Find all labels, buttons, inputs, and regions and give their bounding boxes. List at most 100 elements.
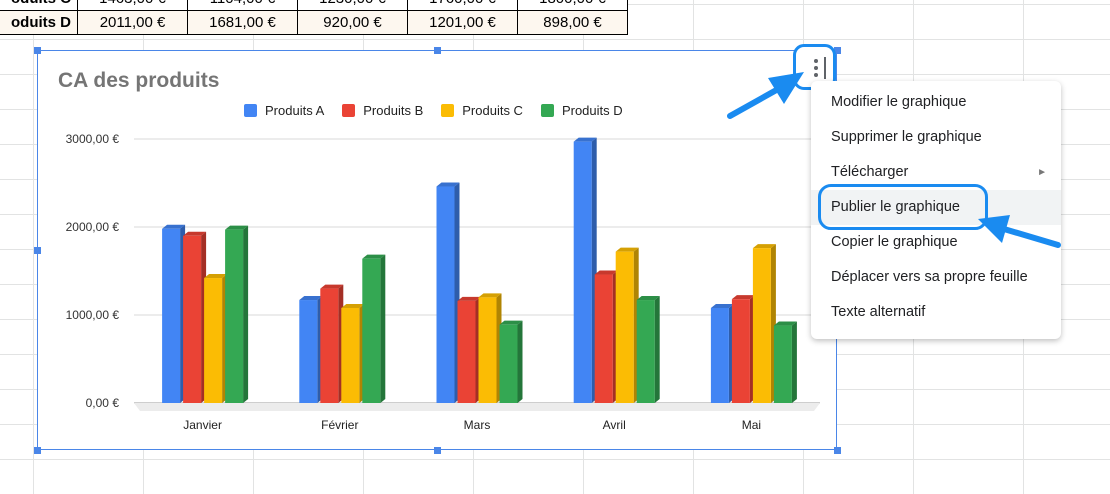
table-row: oduits C 1463,00 € 1104,00 € 1230,00 € 1… — [0, 0, 628, 11]
resize-handle-top[interactable] — [434, 47, 441, 54]
bar — [773, 325, 792, 403]
bar-top — [573, 137, 597, 142]
cell[interactable]: 1800,00 € — [517, 0, 628, 11]
bar — [320, 288, 339, 403]
more-vert-icon — [814, 59, 818, 63]
x-tick-label: Avril — [603, 418, 626, 432]
submenu-arrow-icon: ► — [1037, 167, 1047, 178]
bar-side — [654, 296, 660, 403]
data-table: oduits C 1463,00 € 1104,00 € 1230,00 € 1… — [0, 0, 628, 35]
bar-top — [436, 182, 460, 187]
bar — [299, 300, 318, 403]
bar-top — [299, 296, 323, 301]
bar-top — [731, 295, 755, 300]
resize-handle-top-left[interactable] — [34, 47, 41, 54]
menu-item-label: Déplacer vers sa propre feuille — [831, 269, 1028, 285]
bar — [225, 229, 244, 403]
bar — [710, 307, 729, 403]
menu-item-publish-chart[interactable]: Publier le graphique — [811, 190, 1061, 225]
menu-item-copy-chart[interactable]: Copier le graphique — [811, 225, 1061, 260]
legend-item: Produits A — [244, 103, 324, 118]
bar — [436, 186, 455, 403]
resize-handle-bottom-left[interactable] — [34, 447, 41, 454]
cursor-bar — [824, 57, 826, 79]
legend-label: Produits C — [462, 103, 523, 118]
bar — [204, 278, 223, 403]
menu-item-alt-text[interactable]: Texte alternatif — [811, 295, 1061, 330]
menu-item-label: Modifier le graphique — [831, 94, 967, 110]
resize-handle-top-right[interactable] — [834, 47, 841, 54]
cell[interactable]: 1201,00 € — [407, 10, 518, 35]
chart-context-menu: Modifier le graphique Supprimer le graph… — [811, 81, 1061, 339]
cell[interactable]: 920,00 € — [297, 10, 408, 35]
menu-item-edit-chart[interactable]: Modifier le graphique — [811, 85, 1061, 120]
bar — [478, 297, 497, 403]
arrow-pointer-icon — [978, 215, 1061, 248]
legend-label: Produits A — [265, 103, 325, 118]
menu-item-download[interactable]: Télécharger ► — [811, 155, 1061, 190]
legend-item: Produits B — [342, 103, 423, 118]
legend-item: Produits C — [441, 103, 523, 118]
y-tick-label: 0,00 € — [86, 396, 120, 410]
bar — [573, 141, 592, 403]
menu-item-move-to-own-sheet[interactable]: Déplacer vers sa propre feuille — [811, 260, 1061, 295]
cell[interactable]: 1230,00 € — [297, 0, 408, 11]
y-tick-label: 2000,00 € — [66, 220, 120, 234]
cell[interactable]: 1760,00 € — [407, 0, 518, 11]
chart-legend: Produits A Produits B Produits C Produits D — [244, 103, 623, 118]
bar-top — [499, 320, 523, 325]
x-tick-label: Mars — [464, 418, 491, 432]
legend-swatch — [244, 104, 257, 117]
chart-object[interactable]: 0,00 € 1000,00 € 2000,00 € 3000,00 € Janvier… — [37, 50, 837, 450]
legend-label: Produits D — [561, 103, 623, 118]
table-row: oduits D 2011,00 € 1681,00 € 920,00 € 12… — [0, 10, 628, 35]
cell[interactable]: 1681,00 € — [187, 10, 298, 35]
bar — [594, 274, 613, 403]
highlight-ring — [818, 184, 988, 230]
bar-side — [791, 321, 797, 403]
bar — [341, 307, 360, 403]
y-tick-label: 3000,00 € — [66, 132, 120, 146]
bar — [731, 299, 750, 403]
bar-top — [594, 270, 618, 275]
bar-top — [225, 225, 249, 230]
chart-floor — [134, 403, 820, 411]
bar-side — [380, 254, 386, 403]
more-vert-icon-dot — [814, 73, 818, 77]
legend-item: Produits D — [540, 103, 623, 118]
bar — [615, 251, 634, 403]
bar-top — [478, 293, 502, 298]
menu-item-delete-chart[interactable]: Supprimer le graphique — [811, 120, 1061, 155]
bar — [183, 235, 202, 403]
resize-handle-bottom-right[interactable] — [834, 447, 841, 454]
cell[interactable]: 1463,00 € — [77, 0, 188, 11]
bar-top — [710, 303, 734, 308]
x-tick-label: Mai — [742, 418, 761, 432]
menu-item-label: Publier le graphique — [831, 199, 960, 215]
bar-side — [243, 225, 249, 403]
bar — [457, 300, 476, 403]
menu-item-label: Copier le graphique — [831, 234, 958, 250]
resize-handle-left[interactable] — [34, 247, 41, 254]
menu-item-label: Télécharger — [831, 164, 909, 180]
bar-top — [615, 247, 639, 252]
cell[interactable]: 1104,00 € — [187, 0, 298, 11]
bar-top — [457, 296, 481, 301]
chart-title: CA des produits — [58, 69, 220, 92]
bar — [752, 248, 771, 403]
bar-top — [183, 231, 207, 236]
legend-swatch — [540, 104, 554, 117]
chart-plot: 0,00 € 1000,00 € 2000,00 € 3000,00 € Janvier… — [66, 132, 820, 432]
bar — [636, 300, 655, 403]
resize-handle-bottom[interactable] — [434, 447, 441, 454]
bar — [499, 324, 518, 403]
row-header[interactable]: oduits D — [0, 10, 78, 35]
cell[interactable]: 898,00 € — [517, 10, 628, 35]
row-header[interactable]: oduits C — [0, 0, 78, 11]
bar-top — [162, 224, 186, 229]
bar-top — [752, 244, 776, 249]
legend-swatch — [342, 104, 356, 117]
cell[interactable]: 2011,00 € — [77, 10, 188, 35]
bar-top — [773, 321, 797, 326]
bar-side — [517, 320, 523, 403]
